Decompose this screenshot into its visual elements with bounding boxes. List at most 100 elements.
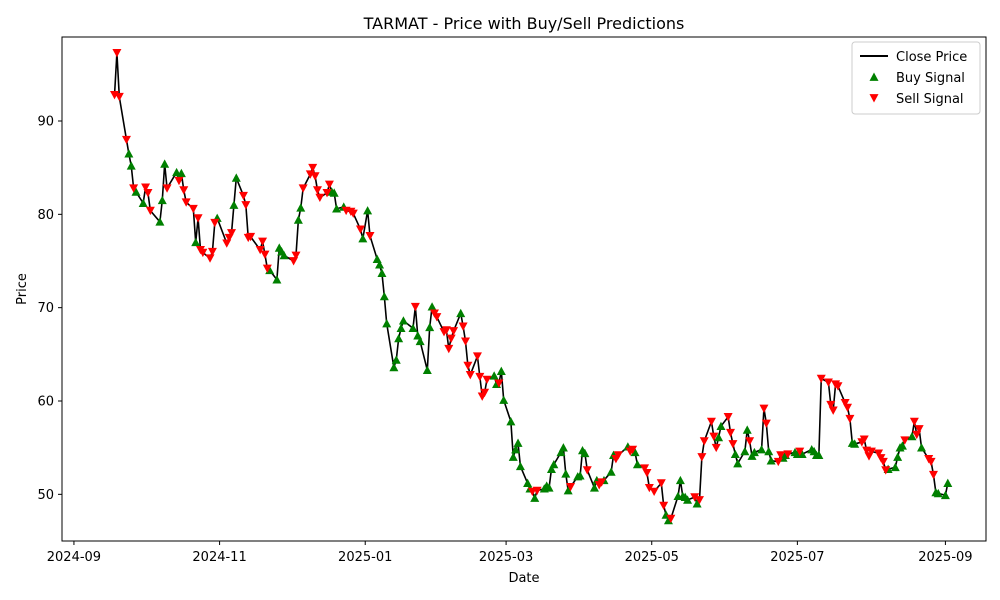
sell-signal-marker [843, 403, 853, 413]
sell-signal-marker [291, 251, 301, 260]
sell-signal-marker [582, 466, 592, 475]
buy-signal-marker [375, 260, 385, 269]
sell-signal-marker [866, 447, 876, 456]
buy-signal-marker [191, 237, 201, 247]
sell-signal-marker [697, 453, 707, 462]
sell-signal-marker [446, 334, 456, 343]
buy-signal-marker [415, 336, 425, 346]
sell-signal-marker [640, 464, 650, 473]
plot-frame [61, 36, 987, 542]
buy-signal-marker [730, 449, 740, 459]
chart-title: TARMAT - Price with Buy/Sell Predictions [363, 14, 685, 33]
buy-signal-marker [714, 432, 724, 442]
buy-signal-marker [933, 488, 943, 498]
buy-signal-marker [766, 456, 776, 465]
sell-signal-marker [308, 163, 318, 173]
sell-signal-marker [227, 229, 237, 238]
buy-signal-marker [296, 203, 306, 212]
sell-signal-marker [114, 92, 124, 102]
x-tick-label: 2025-07 [770, 550, 824, 565]
sell-signal-marker [315, 193, 325, 203]
sell-signal-marker [121, 135, 131, 145]
sell-signal-marker [816, 374, 826, 384]
sell-signal-marker [179, 186, 189, 195]
buy-signal-marker [606, 467, 616, 476]
sell-signal-marker [706, 417, 716, 427]
sell-signal-marker [900, 436, 910, 445]
sell-signal-marker [458, 322, 468, 331]
sell-signal-marker [241, 201, 251, 210]
buy-signal-marker [272, 275, 282, 284]
buy-signal-marker [293, 215, 303, 224]
sell-signal-marker [260, 250, 270, 259]
buy-signal-marker [530, 493, 540, 502]
buy-signal-marker [890, 462, 900, 472]
x-tick-label: 2024-09 [47, 550, 101, 565]
sell-signal-marker [205, 254, 215, 263]
sell-signal-marker [644, 483, 654, 493]
buy-signal-marker [556, 447, 566, 457]
sell-signal-marker [494, 379, 504, 388]
sell-signal-marker [826, 400, 836, 410]
buy-signal-marker [716, 421, 726, 431]
buy-signal-marker [675, 475, 685, 485]
sell-signal-marker [472, 352, 482, 361]
legend-buy-label: Buy Signal [896, 71, 965, 86]
buy-signal-marker [425, 322, 435, 332]
buy-signal-marker [757, 445, 767, 454]
plot-background [62, 37, 986, 541]
sell-signal-marker [444, 344, 454, 354]
buy-signal-marker [379, 291, 389, 301]
buy-signal-marker [740, 446, 750, 456]
sell-signal-marker [659, 501, 669, 511]
sell-signal-marker [628, 445, 638, 455]
buy-signal-marker [508, 452, 518, 461]
sell-signal-marker [441, 326, 451, 335]
sell-signal-marker [859, 435, 869, 444]
sell-signal-marker [324, 180, 334, 189]
buy-signal-marker [814, 450, 824, 459]
buy-signal-marker [422, 365, 432, 375]
sell-signal-marker [666, 514, 676, 524]
buy-signal-marker [496, 366, 506, 375]
buy-signal-marker [231, 173, 241, 182]
sell-signal-marker [726, 428, 736, 438]
buy-signal-marker [279, 250, 289, 260]
sell-signal-marker [482, 375, 492, 385]
buy-signal-marker [742, 425, 752, 434]
sell-signal-marker [246, 232, 256, 242]
sell-signal-marker [613, 451, 623, 460]
sell-signal-marker [656, 479, 666, 488]
buy-signal-marker [408, 323, 418, 333]
sell-signal-marker [355, 225, 365, 234]
sell-signal-marker [723, 413, 733, 422]
sell-signal-marker [181, 198, 191, 207]
sell-signal-marker [597, 478, 607, 487]
buy-signal-marker [692, 499, 702, 508]
buy-signal-marker [893, 452, 903, 461]
y-axis-label: Price [15, 273, 30, 305]
buy-signal-marker [850, 439, 860, 448]
buy-signal-marker [332, 204, 342, 213]
sell-signal-marker [728, 440, 738, 449]
y-tick-label: 50 [37, 488, 54, 503]
buy-signal-marker [515, 461, 525, 471]
sell-signal-marker [709, 432, 719, 441]
sell-signal-marker [193, 214, 203, 223]
sell-signal-marker [833, 382, 843, 391]
sell-signal-marker [174, 176, 184, 186]
sell-signal-marker [845, 414, 855, 424]
y-axis: 50 60 70 80 90 [37, 115, 62, 503]
sell-signal-marker [198, 248, 208, 258]
buy-signal-marker [511, 445, 521, 454]
sell-signal-marker [461, 337, 471, 346]
buy-signal-marker [229, 200, 239, 209]
buy-signal-marker [549, 459, 559, 469]
buy-signal-marker [589, 483, 599, 492]
sell-signal-marker [463, 361, 473, 371]
sell-signal-marker [690, 493, 700, 502]
buy-signal-marker [733, 459, 743, 468]
x-tick-label: 2025-01 [338, 550, 392, 565]
y-tick-label: 80 [37, 208, 54, 223]
